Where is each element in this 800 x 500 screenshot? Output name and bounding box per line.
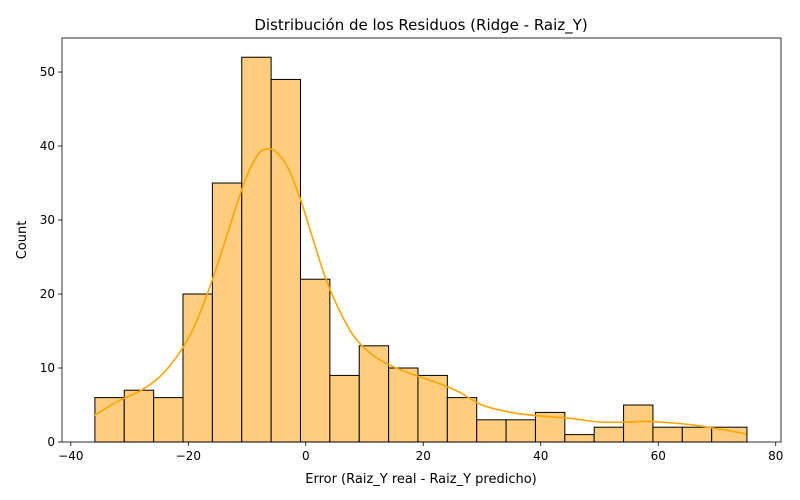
histogram-bar <box>505 419 536 443</box>
y-axis-label: Count <box>15 221 30 260</box>
histogram-bar <box>94 397 125 443</box>
histogram-bar <box>123 389 155 443</box>
x-tick-label: 60 <box>651 449 666 463</box>
x-axis-ticks: −40 −20 0 20 40 60 80 <box>58 442 783 463</box>
histogram-bar <box>623 404 654 443</box>
histogram-bar <box>476 419 507 443</box>
kde-curve <box>93 148 747 435</box>
y-tick-label: 30 <box>40 213 55 227</box>
x-tick-label: 80 <box>768 449 783 463</box>
y-tick-label: 40 <box>40 139 55 153</box>
histogram-bar <box>388 367 419 443</box>
histogram-bar <box>211 182 243 443</box>
histogram-bar <box>564 434 595 443</box>
histogram-bar <box>299 278 331 443</box>
plot-frame <box>61 37 782 443</box>
x-tick-label: −20 <box>176 449 201 463</box>
y-tick-label: 20 <box>40 287 55 301</box>
histogram-bar <box>593 426 625 443</box>
histogram-bar <box>652 426 683 443</box>
y-axis-ticks: 0 10 20 30 40 50 <box>40 65 62 449</box>
x-tick-label: 40 <box>533 449 548 463</box>
x-tick-label: −40 <box>58 449 83 463</box>
histogram-bar <box>358 345 390 443</box>
histogram-bar <box>446 397 478 443</box>
histogram-bar <box>270 78 301 443</box>
x-tick-label: 20 <box>416 449 431 463</box>
x-axis-label: Error (Raiz_Y real - Raiz_Y predicho) <box>305 472 537 487</box>
y-tick-label: 50 <box>40 65 55 79</box>
histogram-bar <box>241 56 272 443</box>
histogram-bar <box>153 397 184 443</box>
histogram-bar <box>182 293 213 443</box>
chart-title: Distribución de los Residuos (Ridge - Ra… <box>254 16 587 35</box>
histogram-bars <box>94 56 748 443</box>
histogram-bar <box>681 426 713 443</box>
y-tick-label: 10 <box>40 361 55 375</box>
histogram-bar <box>417 374 448 443</box>
histogram-bar <box>329 374 360 443</box>
x-tick-label: 0 <box>302 449 310 463</box>
y-tick-label: 0 <box>47 435 55 449</box>
